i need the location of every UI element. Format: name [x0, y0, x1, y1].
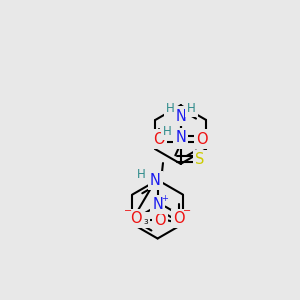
Text: O: O [130, 211, 142, 226]
Text: CH₃: CH₃ [128, 214, 149, 226]
Text: H: H [166, 102, 174, 115]
Text: H: H [163, 125, 171, 138]
Text: S: S [195, 152, 205, 167]
Text: N: N [152, 197, 163, 212]
Text: N: N [175, 130, 186, 145]
Text: −: − [183, 206, 191, 216]
Text: O: O [153, 132, 165, 147]
Text: H: H [187, 102, 196, 115]
Text: −: − [124, 206, 132, 216]
Text: N: N [150, 173, 161, 188]
Text: S: S [176, 132, 185, 147]
Text: +: + [161, 194, 168, 203]
Text: H: H [137, 168, 146, 181]
Text: O: O [173, 211, 185, 226]
Text: O: O [154, 212, 166, 227]
Text: O: O [196, 132, 208, 147]
Text: N: N [175, 109, 186, 124]
